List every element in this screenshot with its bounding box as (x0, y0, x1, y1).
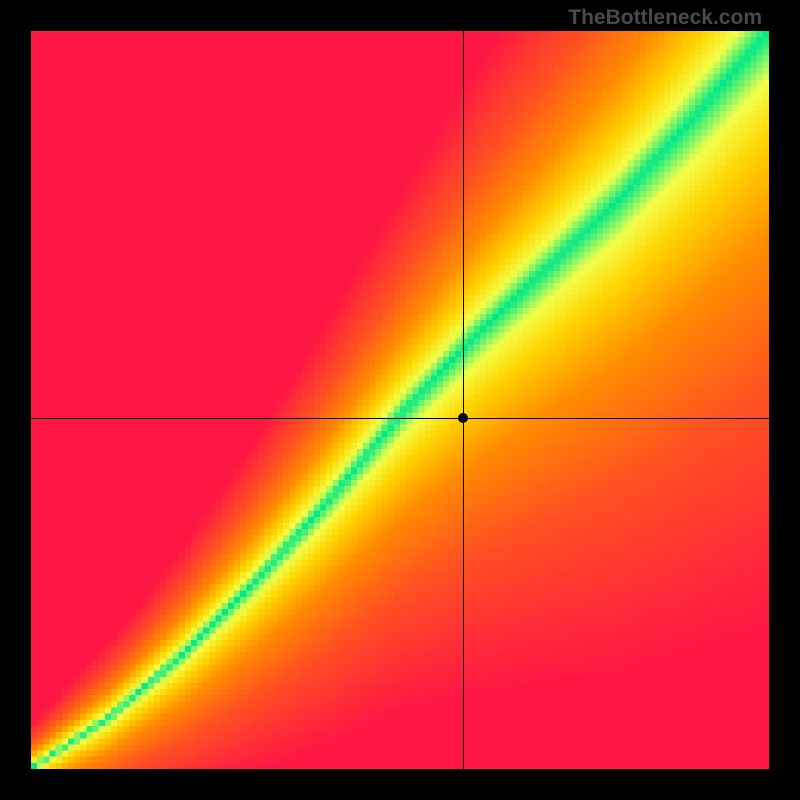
crosshair-marker (458, 413, 468, 423)
heatmap-canvas (31, 31, 769, 769)
watermark-text: TheBottleneck.com (568, 6, 762, 30)
crosshair-vertical (463, 31, 464, 769)
crosshair-horizontal (31, 418, 769, 419)
plot-area (31, 31, 769, 769)
